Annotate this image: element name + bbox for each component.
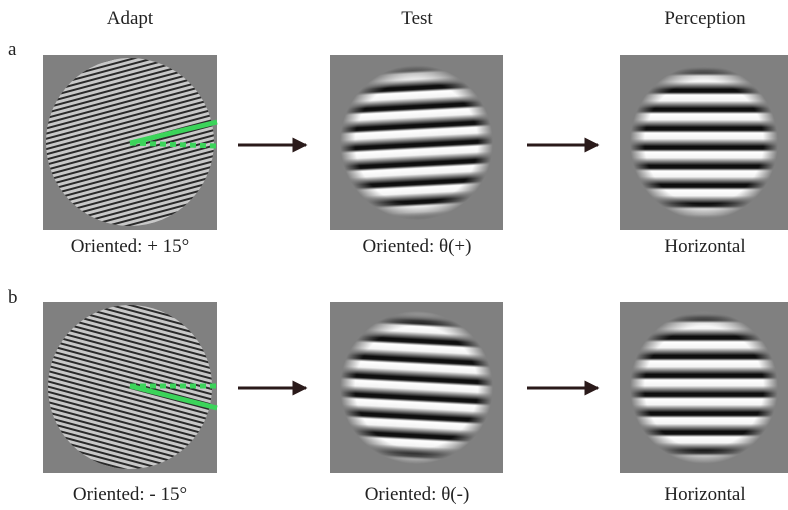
caption: Oriented: θ(+) bbox=[363, 236, 472, 257]
caption: Oriented: θ(-) bbox=[365, 484, 470, 505]
caption: Oriented: - 15° bbox=[73, 484, 187, 505]
column-header: Adapt bbox=[107, 8, 154, 29]
row-label: b bbox=[8, 287, 18, 308]
perception-grating bbox=[630, 311, 778, 464]
test-grating bbox=[340, 311, 493, 464]
caption: Horizontal bbox=[664, 236, 745, 257]
column-header: Perception bbox=[664, 8, 746, 29]
column-header: Test bbox=[401, 8, 433, 29]
caption: Horizontal bbox=[664, 484, 745, 505]
row-label: a bbox=[8, 39, 17, 60]
perception-grating bbox=[630, 65, 778, 220]
caption: Oriented: + 15° bbox=[71, 236, 190, 257]
test-grating bbox=[340, 65, 493, 220]
figure: Adapt Test Perception a Oriented: + 15° … bbox=[0, 0, 788, 510]
